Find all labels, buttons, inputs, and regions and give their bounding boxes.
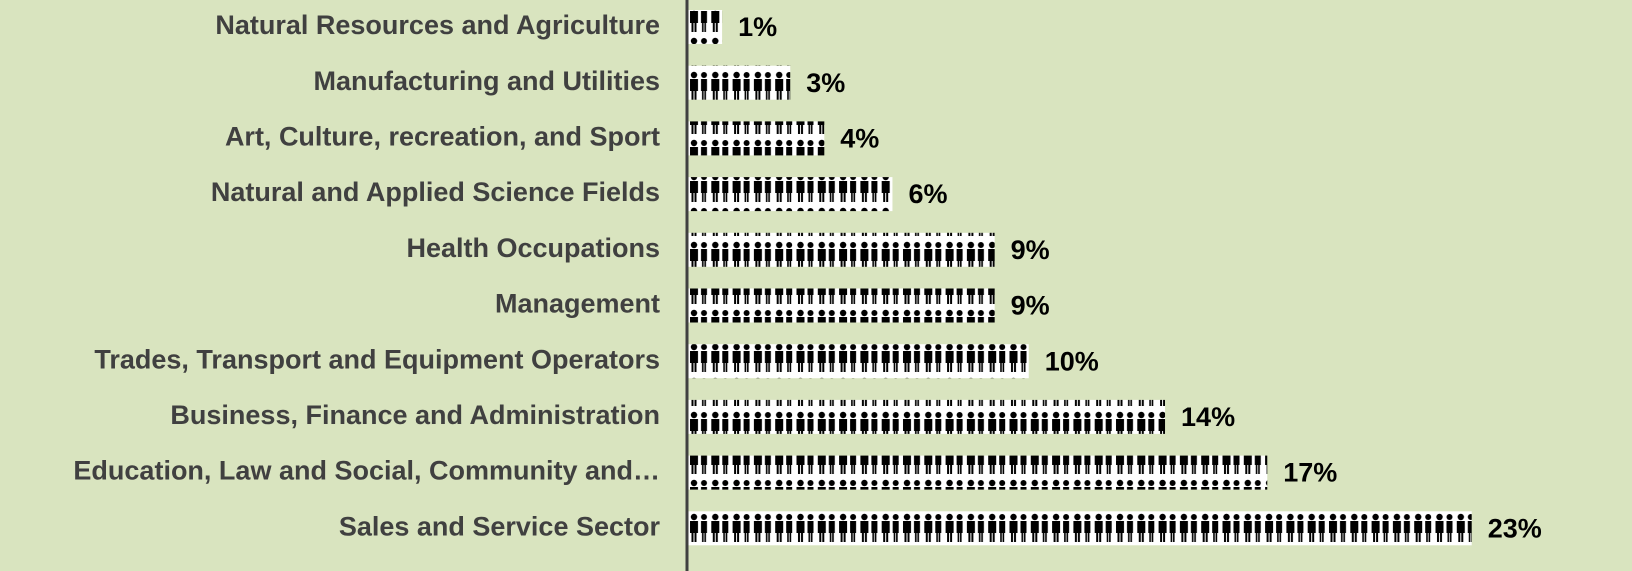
pictogram-bar	[688, 121, 825, 156]
value-label: 9%	[1011, 291, 1050, 321]
pictogram-bar	[688, 232, 995, 267]
pictogram-bar	[688, 399, 1166, 434]
value-label: 17%	[1283, 458, 1337, 488]
category-label: Art, Culture, recreation, and Sport	[225, 122, 660, 152]
pictogram-bar	[688, 10, 723, 44]
category-label: Business, Finance and Administration	[170, 400, 660, 430]
category-label: Health Occupations	[406, 233, 660, 263]
pictogram-bar	[688, 65, 791, 100]
pictogram-bar	[688, 288, 995, 323]
value-label: 4%	[840, 124, 879, 154]
category-label: Education, Law and Social, Community and…	[73, 456, 660, 486]
value-label: 14%	[1181, 402, 1235, 432]
value-label: 23%	[1488, 513, 1542, 543]
category-label: Management	[495, 289, 660, 319]
category-label: Trades, Transport and Equipment Operator…	[94, 344, 660, 374]
value-label: 9%	[1011, 235, 1050, 265]
category-label: Sales and Service Sector	[339, 511, 661, 541]
value-label: 3%	[806, 68, 845, 98]
value-label: 10%	[1045, 346, 1099, 376]
category-label: Manufacturing and Utilities	[313, 66, 660, 96]
pictogram-bar	[688, 177, 893, 212]
category-label: Natural Resources and Agriculture	[215, 10, 660, 40]
pictogram-bar	[688, 511, 1472, 546]
category-label: Natural and Applied Science Fields	[211, 177, 660, 207]
value-label: 1%	[738, 12, 777, 42]
pictogram-bar	[688, 344, 1029, 379]
pictogram-bar	[688, 455, 1268, 490]
value-label: 6%	[908, 179, 947, 209]
